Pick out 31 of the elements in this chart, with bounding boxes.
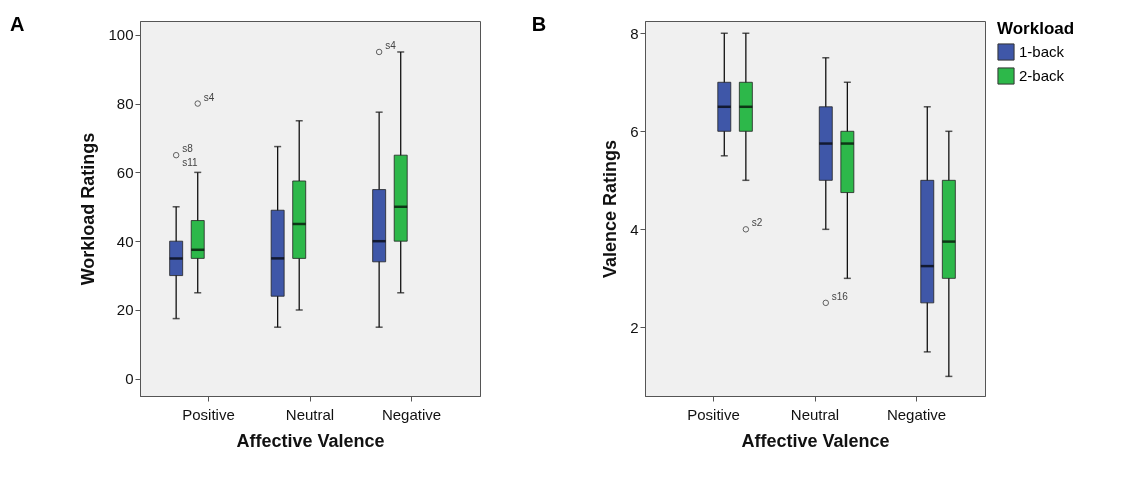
legend-label: 2-back: [1019, 67, 1065, 84]
x-tick-label: Positive: [182, 405, 235, 423]
x-axis-title: Affective Valence: [741, 430, 890, 451]
y-tick-label: 20: [116, 301, 134, 319]
x-tick-label: Neutral: [285, 405, 335, 423]
y-axis-title: Valence Ratings: [600, 139, 621, 279]
chart-title: A: [9, 13, 25, 35]
x-tick-label: Negative: [381, 405, 442, 423]
chart-title: B: [531, 13, 547, 35]
annotation: s8: [182, 143, 194, 155]
y-tick-label: 8: [630, 24, 639, 42]
annotation: s4: [385, 39, 397, 51]
y-axis-title: Workload Ratings: [78, 132, 99, 286]
x-axis-title: Affective Valence: [236, 430, 385, 451]
annotation: s2: [751, 217, 763, 229]
y-tick-label: 100: [108, 26, 134, 44]
y-tick-label: 2: [630, 318, 639, 336]
y-tick-label: 0: [125, 370, 134, 388]
legend-title: Workload: [997, 19, 1075, 38]
y-tick-label: 60: [116, 163, 134, 181]
y-tick-label: 40: [116, 232, 134, 250]
x-tick-label: Negative: [886, 405, 947, 423]
annotation: s11: [182, 157, 198, 169]
y-tick-label: 6: [630, 122, 639, 140]
x-tick-label: Neutral: [790, 405, 840, 423]
x-tick-label: Positive: [687, 405, 740, 423]
annotation: s4: [203, 91, 215, 103]
y-tick-label: 4: [630, 220, 639, 238]
annotation: s16: [831, 290, 849, 302]
legend-label: 1-back: [1019, 43, 1065, 60]
y-tick-label: 80: [116, 95, 134, 113]
